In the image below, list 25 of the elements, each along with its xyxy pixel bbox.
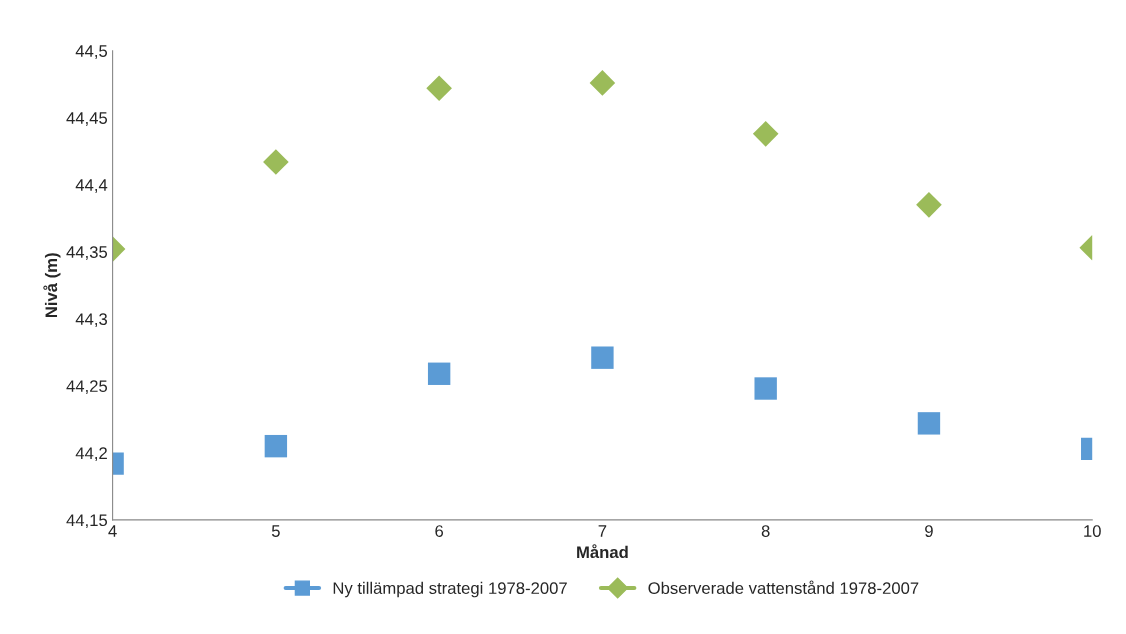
y-tick-label: 44,4 (75, 179, 108, 193)
x-tick-label: 8 (761, 525, 770, 537)
point (427, 362, 451, 385)
point (754, 377, 777, 400)
y-tick-label: 44,3 (75, 313, 108, 327)
legend-label: Ny tillämpad strategi 1978-2007 (333, 581, 567, 598)
point (426, 75, 452, 102)
y-axis-title: Nivå (m) (43, 253, 61, 318)
x-tick-label: 5 (271, 525, 280, 537)
x-axis-title: Månad (577, 544, 628, 559)
point (591, 346, 614, 369)
y-tick-label: 44,25 (66, 380, 108, 395)
y-tick-label: 44,45 (66, 112, 108, 126)
point (589, 70, 616, 96)
y-tick-label: 44,2 (75, 447, 107, 462)
x-tick-label: 7 (598, 525, 607, 537)
x-tick-label: 6 (435, 525, 444, 537)
point (752, 121, 779, 147)
x-tick-label: 4 (108, 525, 117, 537)
x-tick-label: 10 (1084, 525, 1101, 537)
y-tick-label: 44,5 (75, 45, 108, 59)
legend-label: Observerade vattenstånd 1978-2007 (648, 580, 919, 595)
y-tick-label: 44,35 (66, 246, 108, 260)
x-tick-label: 9 (925, 525, 933, 537)
y-tick-label: 44,15 (66, 514, 108, 529)
